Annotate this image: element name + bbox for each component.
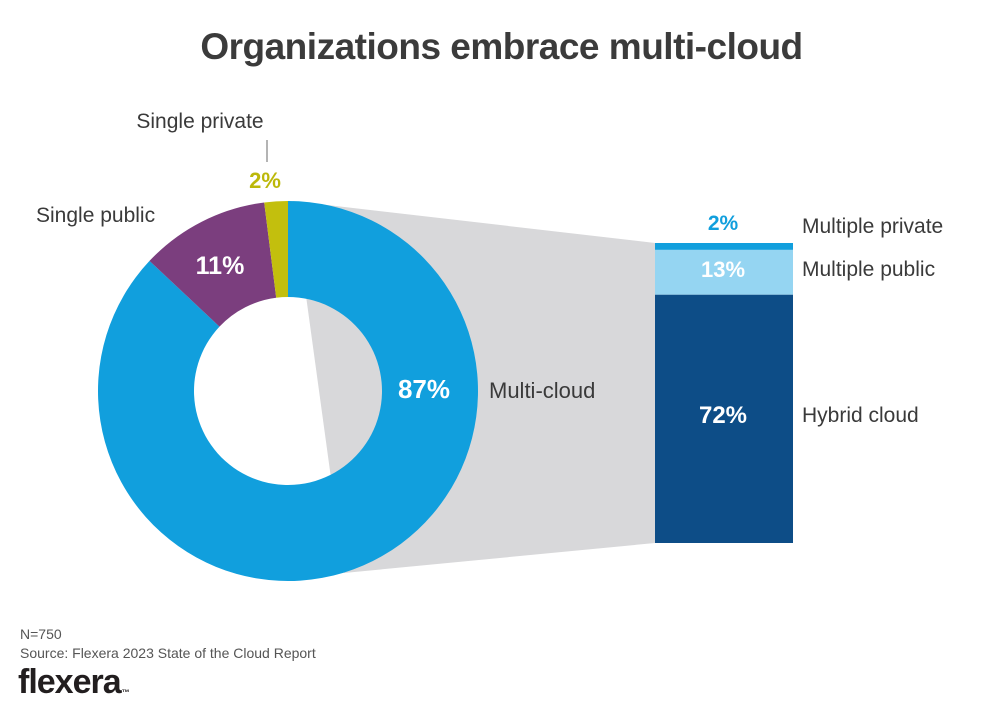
donut-segment-single-public (149, 202, 277, 327)
label-multiple-private: Multiple private (802, 215, 944, 238)
source-note: Source: Flexera 2023 State of the Cloud … (20, 645, 316, 661)
bar-segment-hybrid-cloud (655, 294, 793, 543)
donut-chart (97, 201, 479, 581)
label-single-public: Single public (36, 204, 156, 227)
label-multiple-public: Multiple public (802, 258, 936, 281)
donut-segment-multi-cloud (97, 201, 479, 581)
sample-size-note: N=750 (20, 626, 62, 642)
value-single-public: 11% (195, 252, 245, 280)
value-multiple-public: 13% (700, 257, 746, 282)
value-multiple-private: 2% (707, 212, 739, 235)
bar-segment-multiple-public (655, 249, 793, 295)
label-hybrid-cloud: Hybrid cloud (802, 404, 919, 427)
chart-title: Organizations embrace multi-cloud (200, 26, 803, 67)
bar-segment-multiple-private (655, 243, 793, 250)
label-multi-cloud: Multi-cloud (489, 378, 596, 403)
trademark-mark: ™ (121, 688, 130, 697)
value-single-private: 2% (249, 168, 281, 193)
flexera-logo: flexera™ (18, 663, 130, 702)
stacked-bar (655, 243, 793, 543)
flexera-logo-text: flexera (18, 663, 122, 701)
donut-segment-single-private (264, 201, 288, 298)
label-single-private: Single private (136, 110, 264, 133)
value-multi-cloud: 87% (397, 374, 451, 404)
value-hybrid-cloud: 72% (698, 402, 748, 429)
